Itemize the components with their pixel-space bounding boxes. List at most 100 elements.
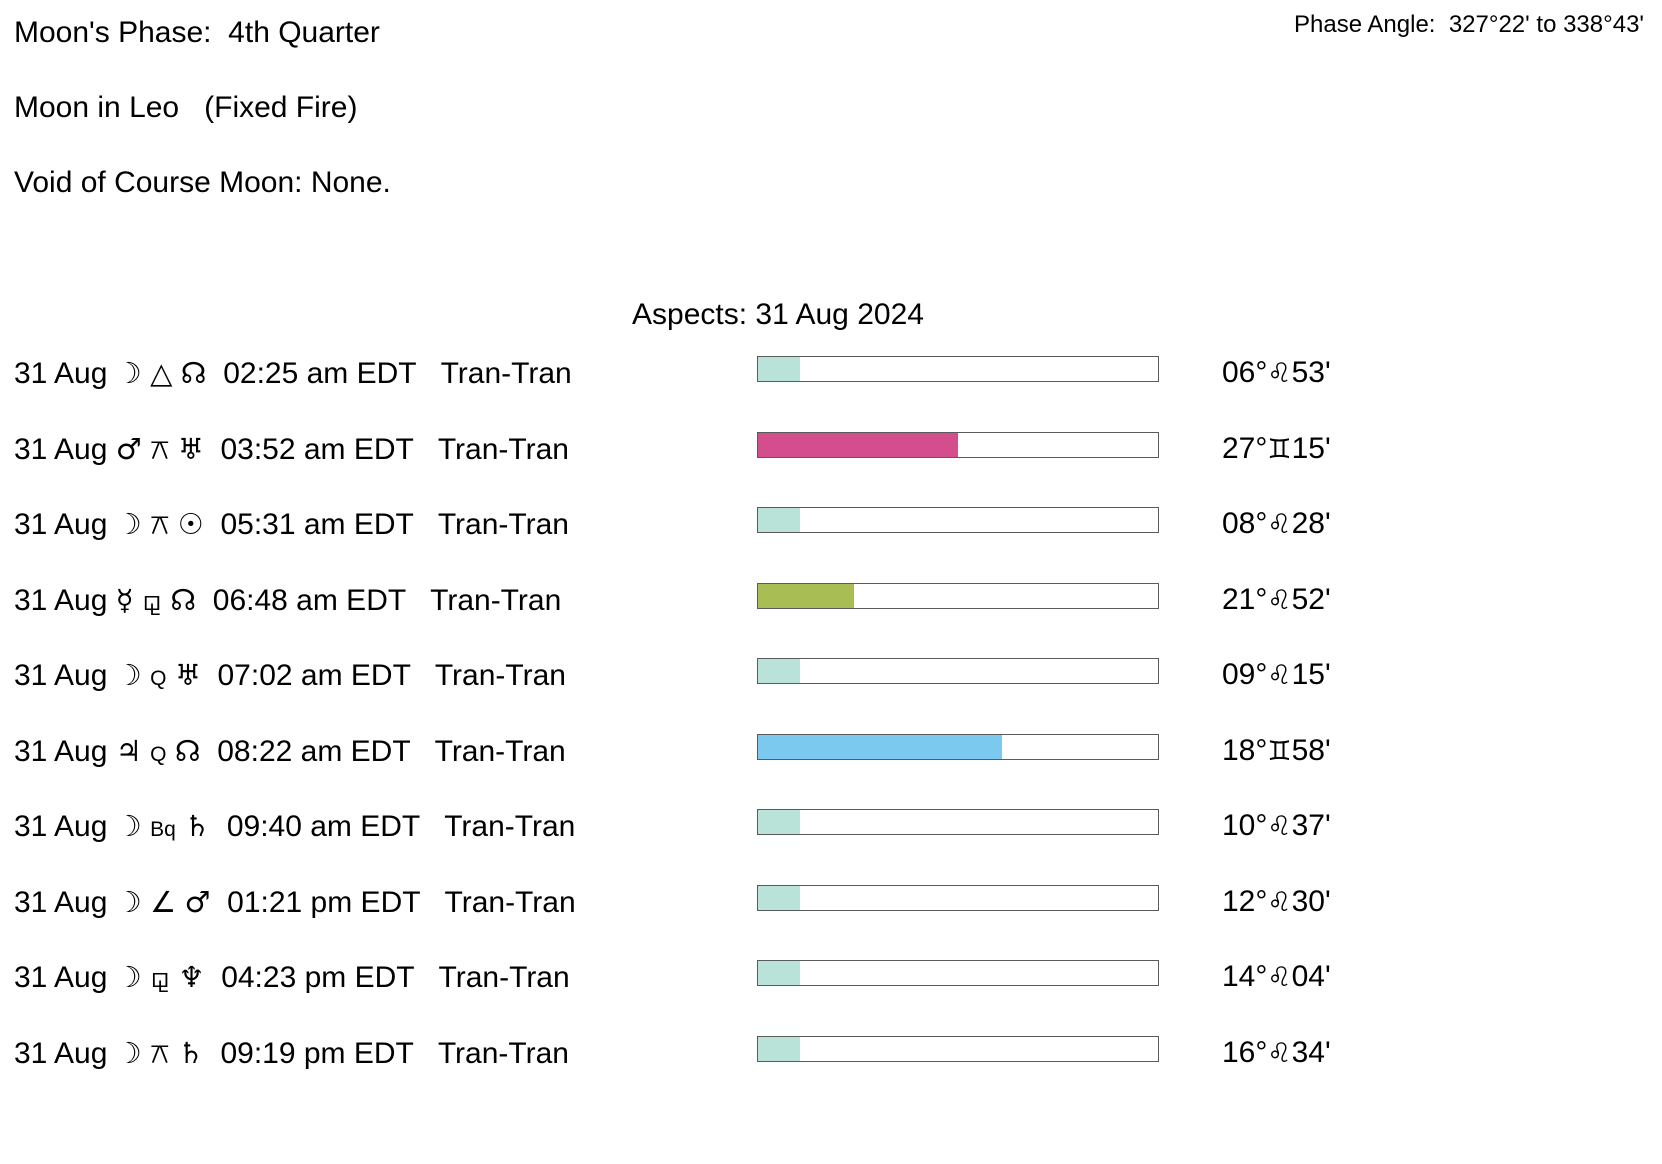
aspect-row: 31 Aug ☽ Q ♅ 07:02 am EDT Tran-Tran 09°♌1… — [0, 649, 1662, 725]
aspect-row: 31 Aug ☿ ⚼ ☊ 06:48 am EDT Tran-Tran 21°♌5… — [0, 574, 1662, 650]
zodiac-sign-icon: ♌ — [1267, 811, 1292, 842]
aspect-symbol-icon: Q — [150, 742, 167, 766]
planet1-icon: ☿ — [115, 582, 134, 617]
aspect-row-text: 31 Aug ♃ Q ☊ 08:22 am EDT Tran-Tran — [14, 732, 566, 774]
degree-value: 10° — [1222, 809, 1268, 842]
aspect-degree: 14°♌04' — [1222, 958, 1331, 997]
zodiac-sign-icon: ♌ — [1267, 509, 1292, 540]
aspect-degree: 21°♌52' — [1222, 581, 1331, 620]
aspect-degree: 09°♌15' — [1222, 656, 1331, 695]
aspects-title: Aspects: 31 Aug 2024 — [632, 298, 924, 331]
aspect-date: 31 Aug — [14, 583, 108, 617]
degree-value: 09° — [1222, 658, 1268, 691]
zodiac-sign-icon: ♌ — [1267, 660, 1292, 691]
aspect-time: 02:25 am EDT — [223, 357, 417, 390]
planet2-icon: ☊ — [180, 356, 207, 390]
zodiac-sign-icon: ♌ — [1267, 962, 1292, 993]
aspect-row-text: 31 Aug ☽ ∠ ♂ 01:21 pm EDT Tran-Tran — [14, 883, 576, 922]
aspect-type: Tran-Tran — [437, 508, 569, 541]
planet1-icon: ☽ — [115, 658, 142, 692]
aspect-time: 04:23 pm EDT — [221, 961, 415, 994]
aspect-strength-bar — [757, 884, 1159, 911]
planet2-icon: ☊ — [170, 582, 197, 617]
aspect-date: 31 Aug — [14, 357, 108, 390]
aspect-row: 31 Aug ☽ ⚻ ♄ 09:19 pm EDT Tran-Tran 16°♌3… — [0, 1027, 1662, 1103]
aspect-type: Tran-Tran — [444, 885, 576, 919]
planet2-icon: ♆ — [178, 960, 205, 994]
aspect-strength-bar — [757, 960, 1159, 986]
degree-minutes: 15' — [1291, 431, 1331, 465]
aspect-date: 31 Aug — [14, 1036, 108, 1070]
aspect-row-text: 31 Aug ☿ ⚼ ☊ 06:48 am EDT Tran-Tran — [14, 581, 561, 620]
aspect-strength-bar-fill — [758, 508, 800, 532]
aspect-strength-bar-fill — [758, 357, 800, 381]
aspect-row: 31 Aug ☽ ⚻ ☉ 05:31 am EDT Tran-Tran 08°♌2… — [0, 498, 1662, 574]
aspect-degree: 16°♌34' — [1222, 1034, 1331, 1073]
aspect-type: Tran-Tran — [430, 583, 562, 617]
degree-value: 21° — [1222, 582, 1268, 616]
aspect-symbol-icon: △ — [150, 356, 173, 390]
planet1-icon: ♃ — [115, 733, 142, 768]
degree-value: 27° — [1222, 431, 1268, 465]
aspect-type: Tran-Tran — [438, 961, 570, 994]
aspect-degree: 27°♊15' — [1222, 430, 1331, 469]
aspect-strength-bar — [757, 733, 1159, 760]
aspect-row-text: 31 Aug ♂ ⚻ ♅ 03:52 am EDT Tran-Tran — [14, 430, 569, 469]
degree-minutes: 15' — [1291, 658, 1331, 691]
aspect-strength-bar-fill — [758, 583, 854, 608]
planet1-icon: ☽ — [115, 356, 142, 390]
aspect-type: Tran-Tran — [440, 357, 572, 390]
degree-minutes: 37' — [1291, 809, 1331, 842]
zodiac-sign-icon: ♌ — [1267, 358, 1292, 389]
planet1-icon: ♂ — [115, 431, 142, 466]
aspect-row: 31 Aug ♂ ⚻ ♅ 03:52 am EDT Tran-Tran 27°♊1… — [0, 423, 1662, 499]
moon-sign-label: Moon in Leo (Fixed Fire) — [14, 91, 358, 124]
aspect-row: 31 Aug ☽ ⚼ ♆ 04:23 pm EDT Tran-Tran 14°♌0… — [0, 951, 1662, 1027]
void-of-course-label: Void of Course Moon: None. — [14, 166, 391, 199]
header-block: Moon's Phase: 4th Quarter Moon in Leo (F… — [0, 0, 1662, 230]
degree-minutes: 58' — [1291, 733, 1331, 767]
aspect-row-text: 31 Aug ☽ Q ♅ 07:02 am EDT Tran-Tran — [14, 656, 566, 698]
planet1-icon: ☽ — [115, 1035, 142, 1070]
planet1-icon: ☽ — [115, 507, 142, 541]
degree-value: 08° — [1222, 507, 1268, 540]
planet2-icon: ☊ — [174, 733, 201, 768]
aspect-row: 31 Aug ♃ Q ☊ 08:22 am EDT Tran-Tran 18°♊5… — [0, 725, 1662, 801]
aspect-type: Tran-Tran — [437, 432, 569, 466]
zodiac-sign-icon: ♊ — [1267, 433, 1292, 465]
aspect-row: 31 Aug ☽ Bq ♄ 09:40 am EDT Tran-Tran 10°♌… — [0, 800, 1662, 876]
degree-value: 14° — [1222, 960, 1268, 993]
aspect-date: 31 Aug — [14, 508, 108, 541]
aspect-strength-bar-fill — [758, 1036, 800, 1061]
aspect-date: 31 Aug — [14, 432, 108, 466]
aspect-time: 01:21 pm EDT — [227, 885, 421, 919]
degree-minutes: 53' — [1291, 356, 1331, 389]
aspect-degree: 18°♊58' — [1222, 732, 1331, 771]
zodiac-sign-icon: ♊ — [1267, 735, 1292, 767]
aspect-time: 09:19 pm EDT — [220, 1036, 414, 1070]
aspect-date: 31 Aug — [14, 810, 108, 843]
aspect-time: 09:40 am EDT — [226, 810, 420, 843]
aspect-date: 31 Aug — [14, 734, 108, 768]
degree-value: 16° — [1222, 1035, 1268, 1069]
aspects-list: 31 Aug ☽ △ ☊ 02:25 am EDT Tran-Tran 06°♌5… — [0, 347, 1662, 1102]
degree-minutes: 04' — [1291, 960, 1331, 993]
aspect-time: 03:52 am EDT — [220, 432, 414, 466]
aspect-symbol-icon: Q — [150, 667, 167, 690]
aspect-symbol-icon: ⚻ — [150, 507, 170, 541]
aspect-symbol-icon: Bq — [150, 818, 176, 841]
aspect-symbol-icon: ⚼ — [141, 582, 162, 617]
aspect-time: 05:31 am EDT — [220, 508, 414, 541]
aspect-symbol-icon: ∠ — [150, 884, 177, 919]
aspect-strength-bar — [757, 507, 1159, 533]
planet1-icon: ☽ — [115, 809, 142, 843]
aspect-strength-bar — [757, 658, 1159, 684]
aspect-time: 08:22 am EDT — [217, 734, 411, 768]
aspect-degree: 12°♌30' — [1222, 883, 1331, 922]
aspect-time: 06:48 am EDT — [212, 583, 406, 617]
aspect-strength-bar-fill — [758, 432, 958, 457]
degree-minutes: 30' — [1291, 884, 1331, 918]
degree-value: 06° — [1222, 356, 1268, 389]
aspect-strength-bar-fill — [758, 885, 800, 910]
aspect-row: 31 Aug ☽ ∠ ♂ 01:21 pm EDT Tran-Tran 12°♌3… — [0, 876, 1662, 952]
